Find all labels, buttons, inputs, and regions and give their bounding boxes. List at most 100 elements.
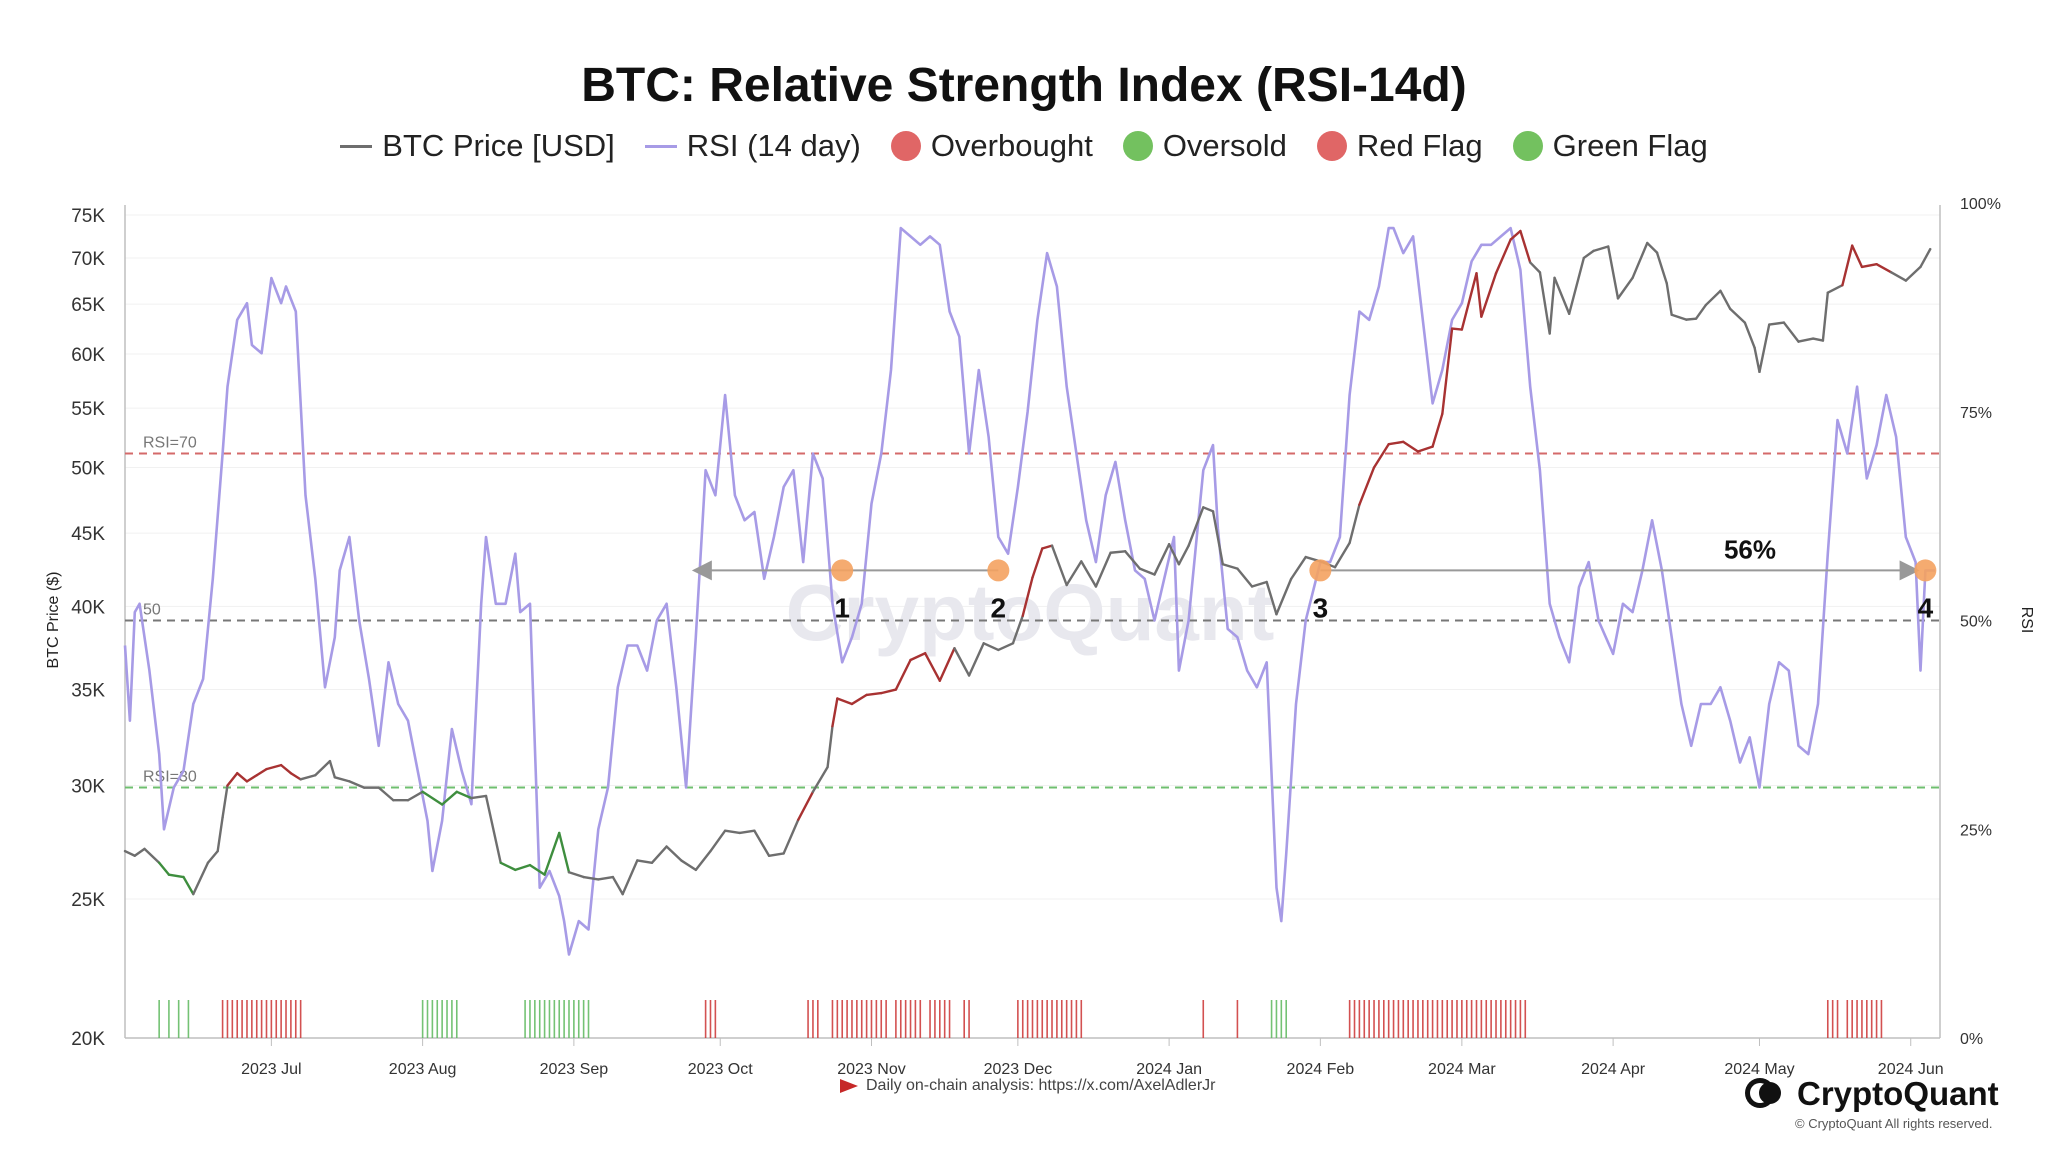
price-segment xyxy=(377,786,395,802)
price-segment xyxy=(167,873,185,879)
price-segment xyxy=(1221,563,1239,570)
price-segment xyxy=(1080,560,1098,588)
price-segment xyxy=(782,818,800,855)
price-segment xyxy=(226,772,239,787)
y-left-tick-label: 50K xyxy=(71,458,105,479)
price-segment xyxy=(406,790,424,802)
x-tick-label: 2023 Nov xyxy=(837,1061,906,1078)
y-left-tick-label: 30K xyxy=(71,777,105,798)
y-left-tick-label: 45K xyxy=(71,524,105,545)
y-left-tick-label: 60K xyxy=(71,345,105,366)
price-segment xyxy=(1811,337,1825,342)
price-segment xyxy=(1387,440,1405,446)
price-segment xyxy=(1202,506,1215,513)
price-segment xyxy=(650,845,668,864)
price-segment xyxy=(455,790,473,800)
price-segment xyxy=(543,831,561,876)
price-segment xyxy=(1358,466,1376,506)
marker-dot xyxy=(987,559,1010,582)
price-segment xyxy=(143,847,161,864)
legend-oversold-label: Oversold xyxy=(1162,128,1287,163)
price-segment xyxy=(567,871,585,879)
price-segment xyxy=(1402,440,1420,453)
x-tick-label: 2024 Mar xyxy=(1428,1061,1496,1078)
price-segment xyxy=(1265,580,1278,616)
y-left-tick-label: 75K xyxy=(71,206,105,227)
price-segment xyxy=(1538,271,1551,335)
legend-red-flag-label: Red Flag xyxy=(1356,128,1483,163)
price-segment xyxy=(289,772,302,781)
price-segment xyxy=(1904,265,1922,282)
price-segment xyxy=(1431,412,1444,448)
price-segment xyxy=(1011,614,1024,645)
price-segment xyxy=(1607,245,1620,300)
y-right-tick-label: 50% xyxy=(1960,614,1992,631)
price-segment xyxy=(865,691,883,697)
copyright: © CryptoQuant All rights reserved. xyxy=(1795,1116,1993,1131)
legend-item-oversold[interactable]: Oversold xyxy=(1122,128,1287,164)
y-right-tick-label: 25% xyxy=(1960,822,1992,839)
price-segment xyxy=(1797,337,1815,343)
price-segment xyxy=(797,790,815,821)
price-segment xyxy=(938,647,956,682)
price-segment xyxy=(811,765,829,793)
legend-item-price[interactable]: BTC Price [USD] xyxy=(340,128,615,164)
price-segment xyxy=(182,875,195,896)
price-segment xyxy=(1167,543,1181,566)
price-segment xyxy=(1348,503,1361,545)
reference-line-label: 50 xyxy=(143,602,161,619)
price-segment xyxy=(1768,321,1786,326)
y-left-tick-label: 55K xyxy=(71,399,105,420)
legend-rsi-label: RSI (14 day) xyxy=(686,128,861,163)
y-left-tick-label: 65K xyxy=(71,295,105,316)
price-segment xyxy=(1153,543,1171,576)
x-tick-label: 2023 Oct xyxy=(688,1061,753,1078)
price-segment xyxy=(1031,547,1044,579)
legend-item-green-flag[interactable]: Green Flag xyxy=(1512,128,1708,164)
x-tick-label: 2024 Apr xyxy=(1581,1061,1646,1078)
price-segment xyxy=(499,861,517,872)
legend-green-flag-swatch xyxy=(1512,131,1543,161)
price-segment xyxy=(923,652,941,682)
x-tick-label: 2024 Jun xyxy=(1878,1061,1944,1078)
price-segment xyxy=(279,763,293,775)
price-segment xyxy=(221,784,229,819)
price-segment xyxy=(299,774,317,781)
reference-line-label: RSI=30 xyxy=(143,769,197,786)
price-segment xyxy=(997,642,1015,652)
markers: 1 2 3 4 xyxy=(831,559,1937,623)
red-flag-icon xyxy=(840,1079,858,1093)
price-segment xyxy=(1094,551,1112,588)
price-segment xyxy=(1480,272,1498,318)
price-segment xyxy=(1655,251,1668,285)
price-segment xyxy=(831,697,839,728)
price-segment xyxy=(723,829,741,835)
price-segment xyxy=(421,790,444,806)
price-segment xyxy=(1460,272,1478,331)
legend-item-overbought[interactable]: Overbought xyxy=(890,128,1093,164)
price-segment xyxy=(1494,238,1512,275)
price-segment xyxy=(1138,567,1156,576)
footer-note: Daily on-chain analysis: https://x.com/A… xyxy=(840,1077,1215,1095)
price-segment xyxy=(1177,544,1190,566)
legend-overbought-swatch xyxy=(890,131,921,161)
price-segment xyxy=(265,763,283,771)
price-segment xyxy=(1519,229,1532,264)
price-segment xyxy=(836,697,854,706)
price-segment xyxy=(216,816,224,853)
price-segment xyxy=(1211,510,1224,566)
x-tick-label: 2024 May xyxy=(1724,1061,1794,1078)
footer-note-text[interactable]: Daily on-chain analysis: https://x.com/A… xyxy=(866,1077,1216,1094)
legend-item-red-flag[interactable]: Red Flag xyxy=(1316,128,1483,164)
price-segment xyxy=(157,861,171,876)
price-segment xyxy=(1758,323,1771,374)
price-segment xyxy=(333,776,351,783)
marker-label: 2 xyxy=(991,592,1007,623)
marker-label: 4 xyxy=(1918,592,1934,623)
price-segment xyxy=(694,849,712,872)
price-segment xyxy=(1665,282,1673,316)
price-segment xyxy=(1592,245,1610,253)
legend-item-rsi[interactable]: RSI (14 day) xyxy=(644,128,861,164)
y-right-tick-label: 100% xyxy=(1960,196,2001,213)
